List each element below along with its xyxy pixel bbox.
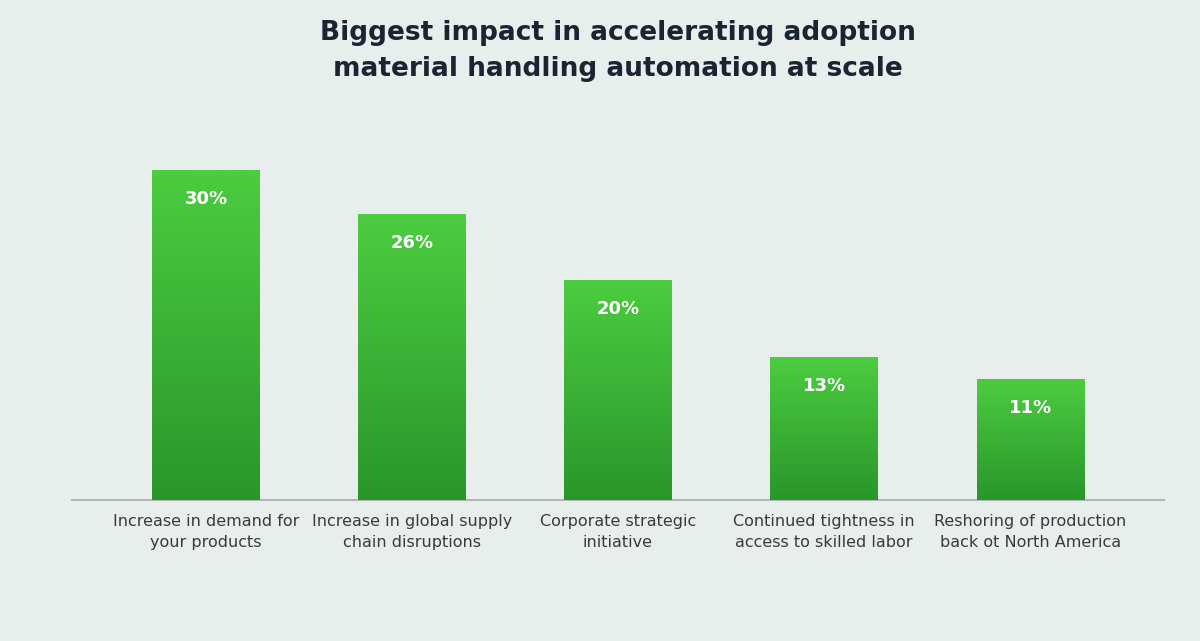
Text: 20%: 20% [596,300,640,318]
Text: 11%: 11% [1008,399,1051,417]
Text: 13%: 13% [803,377,846,395]
Text: 30%: 30% [185,190,228,208]
Text: 26%: 26% [390,234,433,252]
Title: Biggest impact in accelerating adoption
material handling automation at scale: Biggest impact in accelerating adoption … [320,21,916,83]
